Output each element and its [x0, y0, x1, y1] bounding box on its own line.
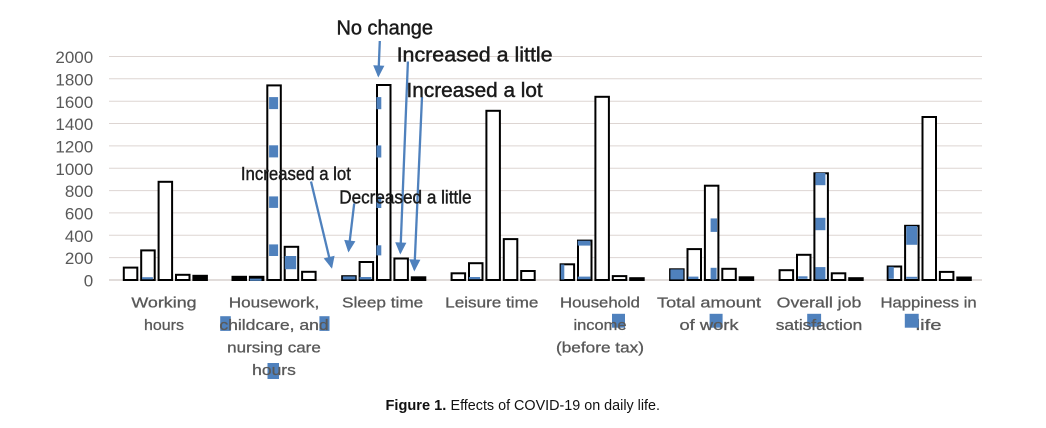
svg-text:1400: 1400: [55, 115, 93, 134]
svg-text:Increased a little: Increased a little: [397, 45, 553, 67]
svg-text:of work: of work: [680, 317, 739, 334]
svg-text:(before tax): (before tax): [556, 340, 644, 357]
svg-text:Happiness in: Happiness in: [881, 295, 977, 312]
svg-text:childcare, and: childcare, and: [219, 317, 328, 334]
svg-text:2000: 2000: [55, 48, 93, 67]
svg-text:income: income: [574, 317, 627, 334]
svg-text:life: life: [916, 317, 942, 334]
svg-text:satisfaction: satisfaction: [776, 317, 862, 334]
svg-text:1800: 1800: [55, 70, 93, 89]
svg-text:Leisure time: Leisure time: [445, 295, 538, 312]
svg-text:800: 800: [65, 182, 93, 201]
svg-text:Household: Household: [560, 295, 640, 312]
svg-text:Sleep time: Sleep time: [342, 295, 423, 312]
svg-text:hours: hours: [252, 362, 296, 379]
svg-text:400: 400: [65, 227, 93, 246]
svg-text:Working: Working: [131, 295, 196, 312]
svg-text:1000: 1000: [55, 160, 93, 179]
svg-text:Decreased a little: Decreased a little: [339, 188, 471, 208]
svg-text:Overall job: Overall job: [777, 295, 862, 312]
svg-text:1600: 1600: [55, 93, 93, 112]
svg-text:Increased a lot: Increased a lot: [241, 164, 351, 184]
svg-text:No change: No change: [337, 17, 434, 39]
svg-text:Total amount: Total amount: [657, 295, 762, 312]
svg-text:Housework,: Housework,: [229, 295, 319, 312]
svg-text:hours: hours: [144, 317, 184, 334]
svg-text:600: 600: [65, 205, 93, 224]
svg-text:nursing care: nursing care: [227, 340, 321, 357]
svg-text:200: 200: [65, 249, 93, 268]
svg-text:Increased a lot: Increased a lot: [407, 80, 544, 102]
svg-text:Figure 1.Effects of COVID-19 o: Figure 1. Effects of COVID-19 on daily li…: [386, 398, 661, 414]
svg-text:1200: 1200: [55, 138, 93, 157]
svg-text:0: 0: [84, 272, 93, 291]
